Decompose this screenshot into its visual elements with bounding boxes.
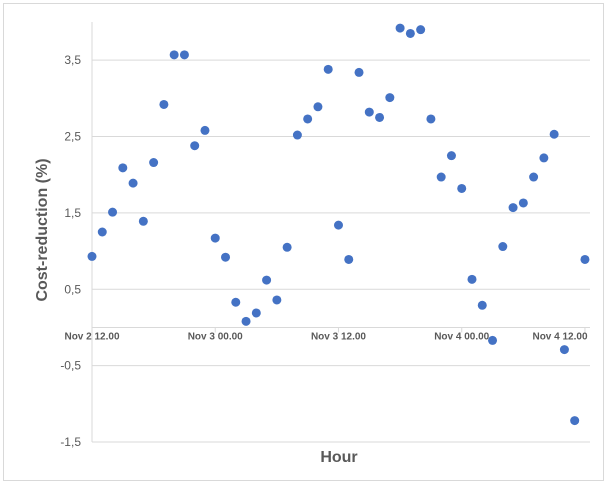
- chart-frame: [3, 3, 604, 481]
- data-point: [344, 254, 354, 264]
- data-point: [385, 93, 395, 103]
- data-point: [498, 242, 508, 252]
- x-tick-label: Nov 4 12.00: [532, 331, 587, 342]
- data-point: [179, 50, 189, 60]
- x-tick-label: Nov 3 00.00: [188, 331, 243, 342]
- gridlines: [92, 59, 590, 443]
- data-point: [457, 183, 467, 193]
- data-point: [477, 300, 487, 310]
- data-point: [210, 233, 220, 243]
- data-point: [313, 102, 323, 112]
- data-point: [87, 251, 97, 261]
- data-point: [580, 254, 590, 264]
- data-point: [169, 50, 179, 60]
- data-point: [108, 207, 118, 217]
- data-point: [446, 151, 456, 161]
- data-point: [405, 28, 415, 38]
- data-point: [292, 130, 302, 140]
- data-point: [508, 203, 518, 213]
- data-point: [149, 158, 159, 168]
- x-tick-label: Nov 4 00.00: [434, 331, 489, 342]
- data-point: [395, 23, 405, 33]
- data-point: [241, 316, 251, 326]
- data-point: [231, 297, 241, 307]
- data-point: [375, 112, 385, 122]
- data-point: [436, 172, 446, 182]
- data-point: [416, 25, 426, 35]
- data-point: [190, 141, 200, 151]
- data-point: [467, 274, 477, 284]
- x-axis-title: Hour: [320, 449, 357, 466]
- data-point: [118, 163, 128, 173]
- y-tick-label: -1,5: [60, 435, 81, 449]
- data-point: [518, 198, 528, 208]
- data-point: [333, 220, 343, 230]
- data-point: [221, 252, 231, 262]
- data-points: [87, 23, 590, 426]
- data-point: [426, 114, 436, 124]
- data-point: [138, 216, 148, 226]
- y-tick-labels: 3,5 2,5 1,5 0,5 -0,5 -1,5: [60, 53, 81, 449]
- y-axis-title: Cost-reduction (%): [34, 158, 51, 301]
- data-point: [559, 345, 569, 355]
- data-point: [303, 114, 313, 124]
- data-point: [251, 308, 261, 318]
- data-point: [323, 64, 333, 74]
- axis-lines: [91, 22, 590, 442]
- data-point: [97, 227, 107, 237]
- data-point: [354, 67, 364, 77]
- data-point: [488, 335, 498, 345]
- data-point: [282, 242, 292, 252]
- data-point: [549, 129, 559, 139]
- x-tick-label: Nov 2 12.00: [64, 331, 119, 342]
- y-tick-label: 1,5: [64, 206, 81, 220]
- data-point: [200, 125, 210, 135]
- data-point: [570, 416, 580, 426]
- data-point: [128, 178, 138, 188]
- data-point: [159, 99, 169, 109]
- data-point: [539, 153, 549, 163]
- data-point: [364, 107, 374, 117]
- data-point: [262, 275, 272, 285]
- y-tick-label: 2,5: [64, 130, 81, 144]
- data-point: [272, 295, 282, 305]
- x-tick-labels: Nov 2 12.00 Nov 3 00.00 Nov 3 12.00 Nov 4 0…: [64, 331, 587, 342]
- data-point: [529, 172, 539, 182]
- y-tick-label: 3,5: [64, 53, 81, 67]
- y-tick-label: 0,5: [64, 282, 81, 296]
- x-tick-label: Nov 3 12.00: [311, 331, 366, 342]
- y-tick-label: -0,5: [60, 359, 81, 373]
